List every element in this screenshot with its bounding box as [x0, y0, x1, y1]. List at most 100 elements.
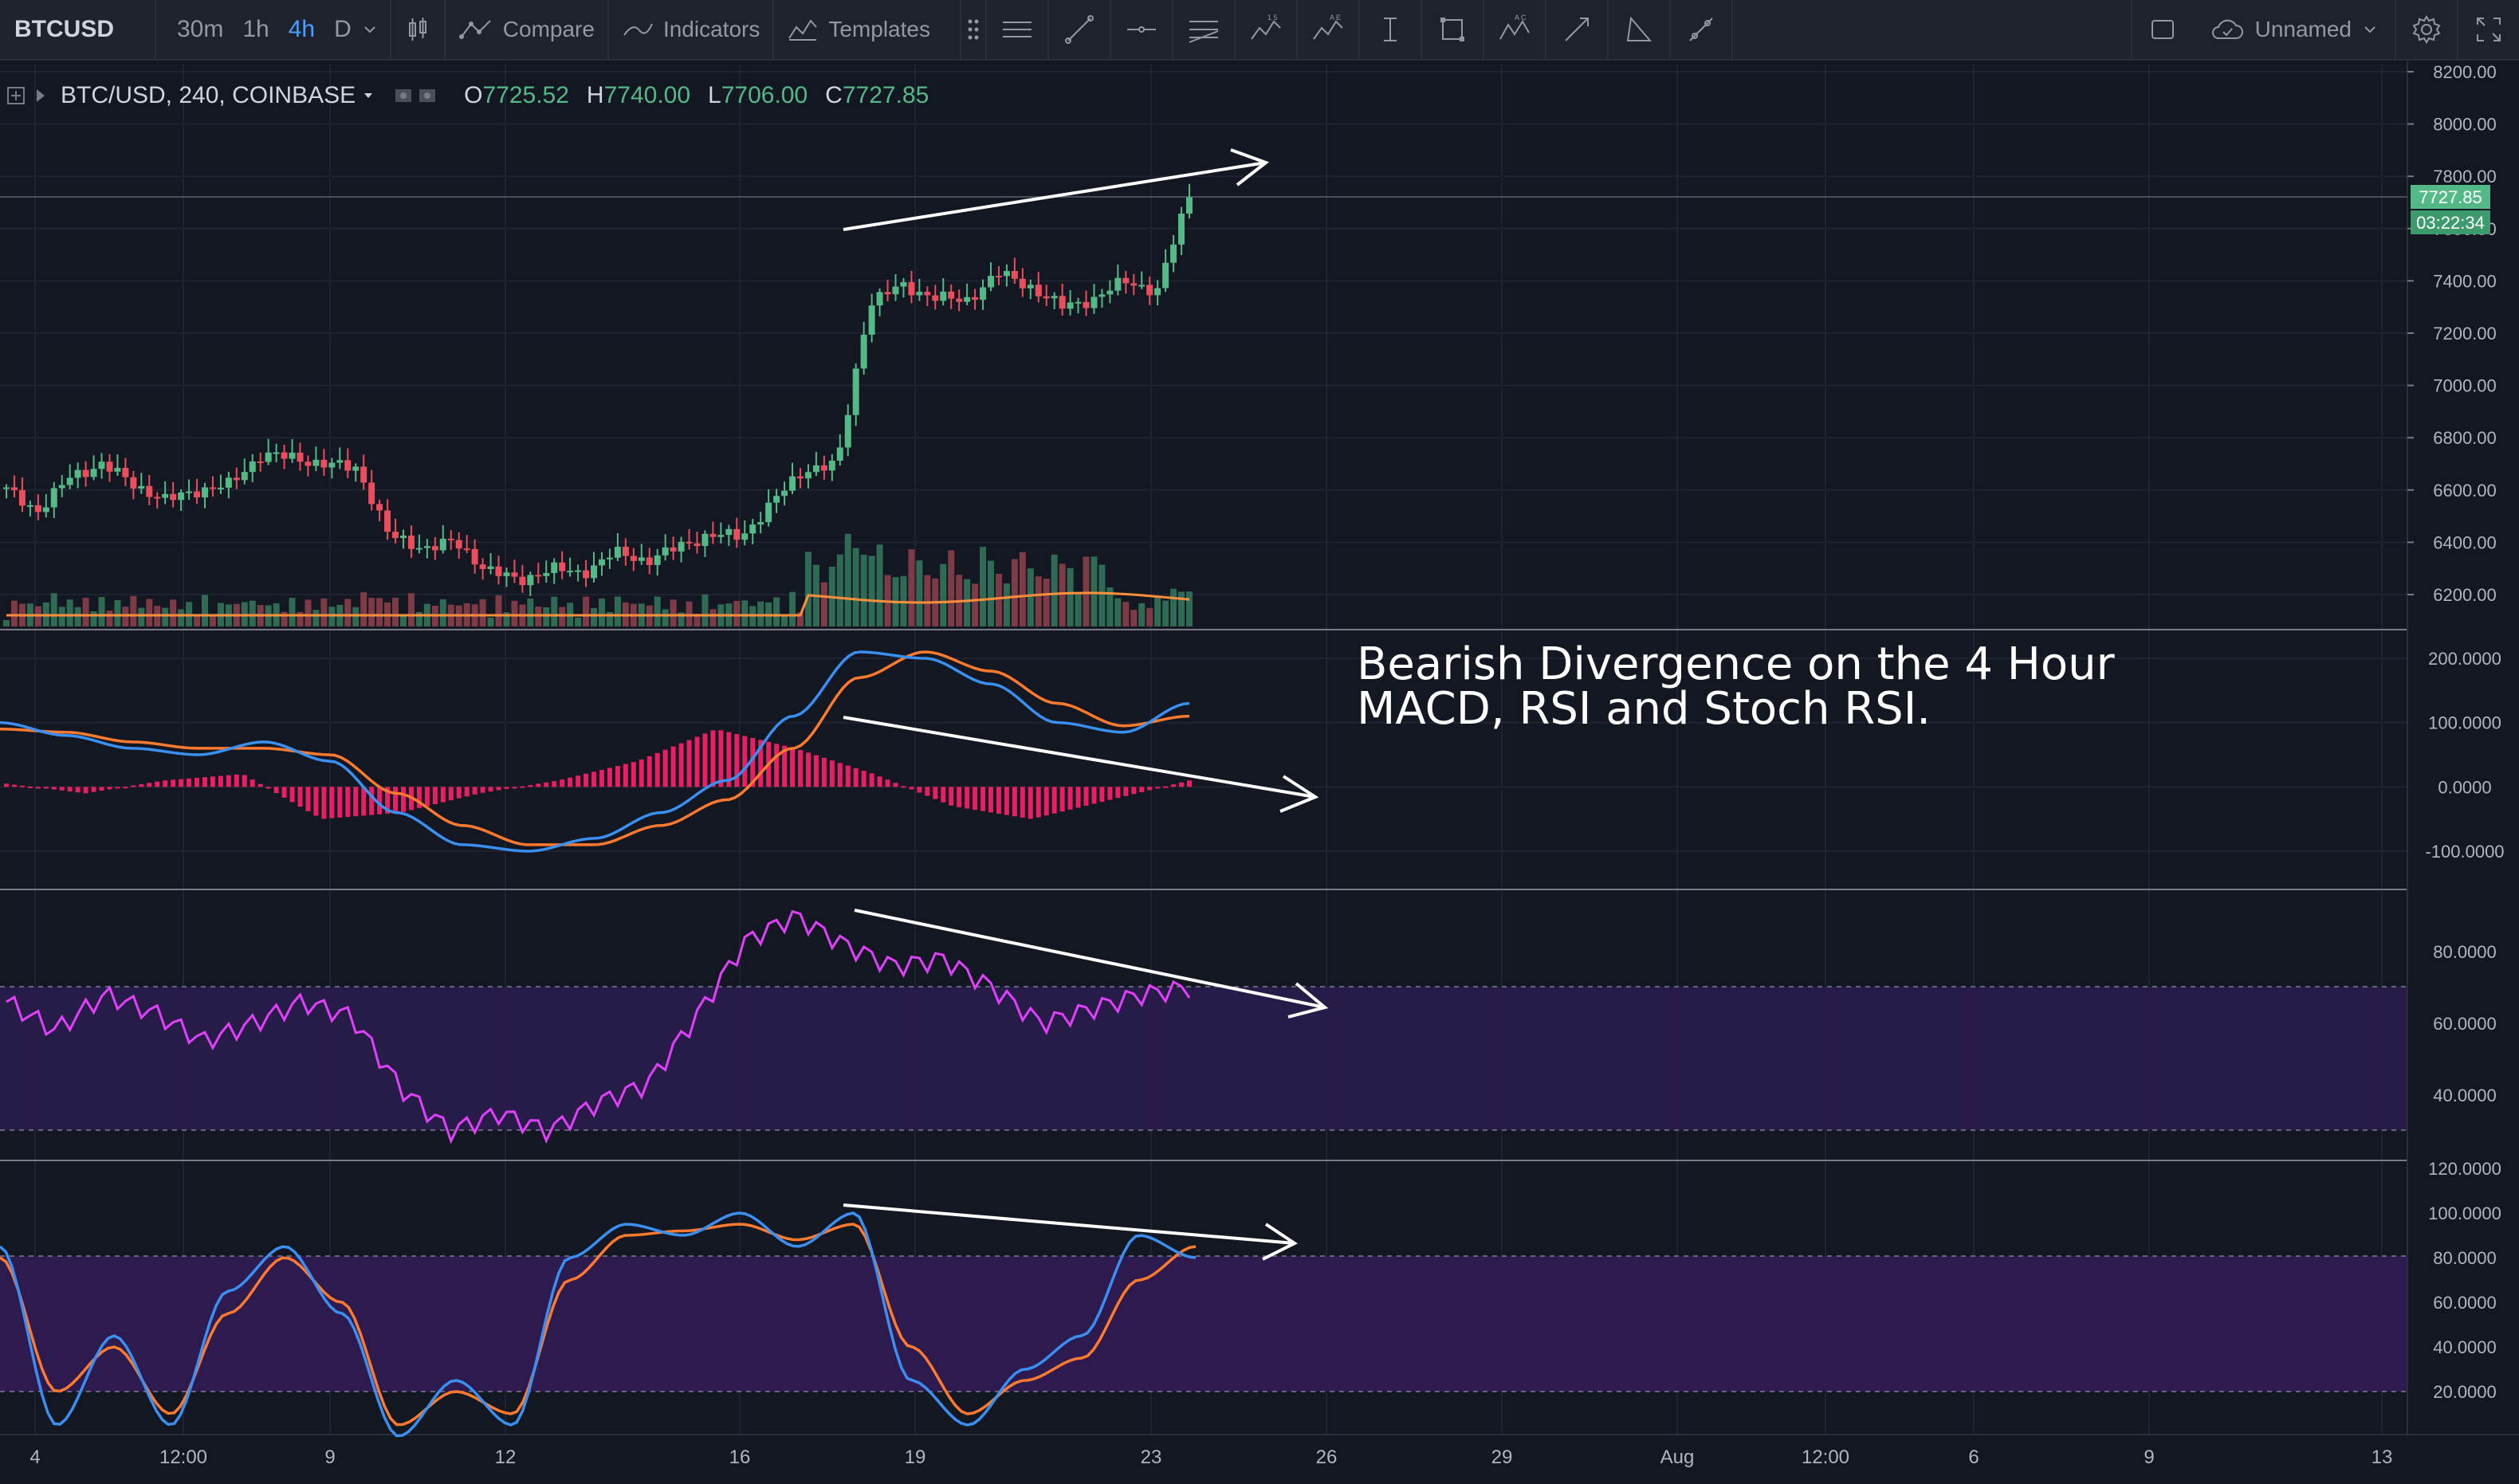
volume-bar [376, 598, 383, 626]
templates-button[interactable]: Templates [774, 0, 943, 59]
tool-crosshair[interactable] [987, 0, 1049, 59]
fullscreen-button[interactable] [2458, 0, 2519, 59]
macd-axis[interactable]: 200.0000 100.0000 0.0000 -100.0000 [2425, 649, 2504, 862]
volume-bar [670, 599, 677, 626]
macd-histogram-bar [591, 771, 597, 787]
macd-histogram-bar [43, 787, 49, 789]
stoch-trendline-arrow[interactable] [843, 1203, 1298, 1261]
candle-body [964, 296, 971, 302]
interval-1h[interactable]: 1h [242, 16, 269, 42]
candle-body [479, 564, 486, 569]
candle-body [598, 559, 605, 566]
tool-xabcd[interactable]: A C [1484, 0, 1546, 59]
macd-histogram-bar [996, 787, 1001, 814]
macd-histogram-bar [742, 736, 748, 787]
tool-pitchfork[interactable] [1173, 0, 1236, 59]
volume-bar [178, 609, 185, 626]
collapse-icon[interactable] [6, 86, 26, 105]
rsi-axis[interactable]: 80.0000 60.0000 40.0000 [2433, 942, 2497, 1105]
chart-annotation-text[interactable]: Bearish Divergence on the 4 Hour MACD, R… [1357, 638, 2115, 735]
tool-rectangle[interactable] [1422, 0, 1484, 59]
candle-body [844, 414, 851, 448]
symbol-search[interactable]: BTCUSD [0, 0, 156, 59]
candle-body [1059, 296, 1066, 309]
macd-histogram-bar [528, 785, 533, 787]
settings-button[interactable] [2396, 0, 2457, 59]
tool-trend-line[interactable] [1049, 0, 1111, 59]
candle-body [495, 566, 502, 576]
volume-bar [948, 550, 955, 626]
tool-text[interactable] [1360, 0, 1422, 59]
tool-horizontal-line[interactable] [1111, 0, 1173, 59]
volume-bar [1162, 600, 1169, 626]
volume-bar [924, 575, 931, 626]
rectangle-icon [1440, 18, 1464, 41]
macd-histogram-bar [11, 784, 17, 787]
tool-abcd-pattern[interactable]: A E [1298, 0, 1360, 59]
tool-brush[interactable] [1546, 0, 1609, 59]
interval-d[interactable]: D [334, 16, 352, 42]
volume-bar [66, 599, 73, 626]
chevron-down-icon[interactable] [361, 21, 379, 38]
volume-bar [305, 599, 312, 626]
chart-area[interactable]: 8200.008000.007800.007600.007400.007200.… [0, 61, 2519, 1484]
interval-4h[interactable]: 4h [288, 16, 316, 42]
volume-bar [876, 544, 883, 626]
volume-bar [1146, 607, 1153, 626]
macd-histogram-bar [131, 785, 136, 787]
volume-bar [733, 600, 741, 626]
interval-30m[interactable]: 30m [177, 16, 224, 42]
macd-histogram-bar [440, 787, 446, 803]
candle-body [186, 491, 193, 493]
macd-histogram-bar [305, 787, 311, 811]
templates-icon [788, 19, 818, 41]
chart-style-button[interactable] [391, 0, 446, 59]
close-label: C [825, 82, 843, 108]
candle-body [1075, 301, 1082, 304]
candle-body [828, 461, 835, 471]
macd-histogram-bar [957, 787, 962, 807]
macd-histogram-bar [369, 787, 375, 815]
volume-bar [972, 583, 979, 626]
candle-body [225, 477, 232, 488]
macd-trendline-arrow[interactable] [843, 716, 1319, 813]
candle-body [178, 492, 185, 501]
time-tick-label: 13 [2372, 1447, 2393, 1468]
price-trendline-arrow[interactable] [843, 148, 1270, 231]
rsi-trendline-arrow[interactable] [854, 909, 1329, 1019]
candle-body [82, 469, 89, 477]
stoch-axis[interactable]: 120.0000 100.0000 80.0000 60.0000 40.0000 20.… [2428, 1159, 2501, 1402]
macd-histogram-bar [837, 763, 843, 787]
lines-icon [1003, 22, 1032, 37]
candle-body [487, 566, 494, 569]
volume-bar [1154, 597, 1161, 626]
volume-bar [1138, 603, 1146, 626]
indicators-icon [623, 23, 653, 36]
compare-button[interactable]: Compare [446, 0, 609, 59]
volume-bar [662, 609, 669, 626]
layout-save-button[interactable]: Unnamed [2193, 16, 2395, 43]
tool-elliott-wave[interactable]: 1 5 [1236, 0, 1298, 59]
volume-bar [980, 547, 987, 626]
flag-icon [37, 89, 45, 102]
tool-measure[interactable] [1609, 0, 1671, 59]
eye-icon[interactable] [394, 86, 413, 105]
price-axis[interactable]: 8200.008000.007800.007600.007400.007200.… [2407, 62, 2497, 605]
time-axis[interactable]: 4 12:00 9 12 16 19 23 26 29 Aug 12:00 6 9 13 [29, 1447, 2392, 1468]
volume-bar [852, 548, 859, 626]
indicators-button[interactable]: Indicators [609, 0, 775, 59]
volume-bar [1106, 587, 1114, 626]
volume-bar [1011, 559, 1018, 626]
tool-ruler[interactable] [1671, 0, 1733, 59]
rsi-band [0, 987, 2407, 1130]
time-tick-label: 12 [495, 1447, 517, 1468]
macd-histogram-bar [67, 787, 73, 792]
candle-body [376, 504, 383, 511]
drag-handle[interactable] [961, 0, 987, 59]
symbol-title[interactable]: BTC/USD, 240, COINBASE [61, 82, 375, 109]
volume-bar [407, 593, 415, 626]
fullscreen-box-button[interactable] [2132, 0, 2193, 59]
settings-small-icon[interactable] [418, 86, 437, 105]
macd-histogram-bar [686, 740, 692, 787]
volume-bars [3, 533, 1193, 626]
